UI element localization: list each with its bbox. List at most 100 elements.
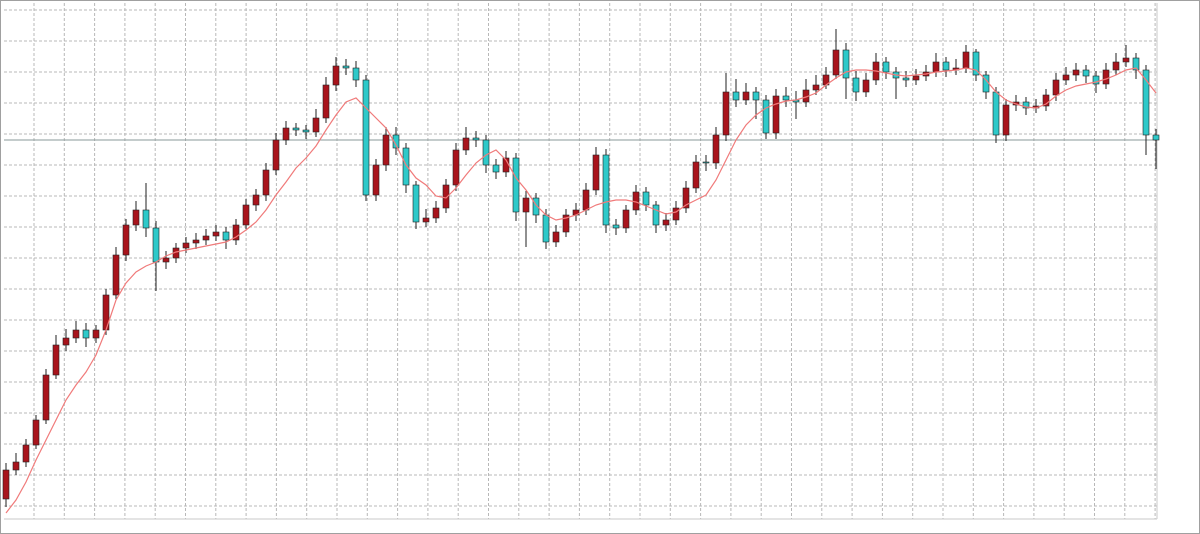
candle-body-up bbox=[212, 231, 220, 237]
candle-body-up bbox=[1122, 57, 1130, 63]
candle-body-up bbox=[332, 65, 340, 86]
candle-body-up bbox=[92, 329, 100, 339]
candle-body-up bbox=[912, 75, 920, 81]
candle-body-down bbox=[1022, 101, 1030, 109]
candle-body-down bbox=[762, 99, 770, 134]
candle-body-up bbox=[742, 91, 750, 101]
candle-body-up bbox=[252, 194, 260, 206]
candle-body-up bbox=[1112, 61, 1120, 71]
candle-body-up bbox=[312, 117, 320, 133]
candle-body-up bbox=[462, 137, 470, 151]
candle-body-up bbox=[1102, 69, 1110, 85]
candle-body-up bbox=[1052, 79, 1060, 96]
candle-body-up bbox=[622, 209, 630, 229]
candle-body-down bbox=[882, 61, 890, 73]
candle-body-up bbox=[1062, 74, 1070, 81]
candle-body-up bbox=[122, 224, 130, 256]
candle-body-down bbox=[1082, 69, 1090, 77]
candle-body-down bbox=[1092, 75, 1100, 85]
candle-body-down bbox=[992, 91, 1000, 136]
candle-body-up bbox=[132, 209, 140, 226]
candle-body-up bbox=[722, 91, 730, 136]
candle-body-down bbox=[902, 77, 910, 81]
candle-body-up bbox=[522, 197, 530, 213]
candle-body-up bbox=[1002, 104, 1010, 136]
candle-body-up bbox=[62, 337, 70, 346]
candle-body-down bbox=[732, 91, 740, 101]
candle-body-up bbox=[1072, 69, 1080, 76]
candle-body-down bbox=[342, 65, 350, 69]
candle-body-down bbox=[142, 209, 150, 229]
candle-body-down bbox=[512, 157, 520, 213]
candle-body-down bbox=[302, 129, 310, 133]
candle-body-up bbox=[832, 49, 840, 76]
candle-body-up bbox=[432, 207, 440, 219]
candle-body-up bbox=[812, 84, 820, 91]
candle-body-up bbox=[52, 344, 60, 376]
candle-body-up bbox=[272, 139, 280, 171]
candle-body-up bbox=[452, 149, 460, 186]
candle-body-down bbox=[482, 139, 490, 166]
candle-body-up bbox=[1042, 94, 1050, 107]
candle-body-up bbox=[282, 127, 290, 141]
candle-body-down bbox=[412, 184, 420, 223]
candle-body-down bbox=[542, 214, 550, 243]
candle-body-down bbox=[362, 79, 370, 196]
candle-body-up bbox=[162, 257, 170, 263]
candle-body-down bbox=[492, 164, 500, 173]
candle-body-down bbox=[222, 231, 230, 241]
candle-body-down bbox=[472, 137, 480, 141]
candle-body-up bbox=[42, 374, 50, 421]
candle-body-up bbox=[662, 219, 670, 226]
candle-body-down bbox=[532, 197, 540, 216]
candle-body-up bbox=[932, 61, 940, 73]
moving-average bbox=[5, 67, 1157, 514]
candle-body-down bbox=[602, 154, 610, 226]
candle-body-down bbox=[392, 134, 400, 149]
candle-body-down bbox=[1142, 69, 1150, 136]
candle-body-up bbox=[592, 154, 600, 191]
candle-body-up bbox=[552, 231, 560, 243]
candle-body-up bbox=[862, 79, 870, 93]
candle-body-up bbox=[72, 329, 80, 339]
candle-body-up bbox=[262, 169, 270, 196]
candle-body-up bbox=[382, 134, 390, 166]
candle-body-up bbox=[562, 214, 570, 233]
candle-body-down bbox=[642, 191, 650, 206]
candle-body-up bbox=[22, 444, 30, 463]
candle-body-up bbox=[202, 235, 210, 241]
candle-body-up bbox=[322, 84, 330, 119]
candle-body-up bbox=[112, 254, 120, 296]
candle-body-down bbox=[842, 49, 850, 79]
candle-body-down bbox=[352, 67, 360, 81]
candle-body-up bbox=[712, 134, 720, 164]
candle-body-up bbox=[582, 189, 590, 211]
candle-body-down bbox=[1132, 57, 1140, 71]
candle-body-up bbox=[442, 184, 450, 209]
candle-body-up bbox=[32, 419, 40, 446]
candle-body-down bbox=[1152, 134, 1160, 141]
candle-body-up bbox=[182, 242, 190, 249]
candle-body-down bbox=[292, 127, 300, 131]
candle-body-down bbox=[402, 147, 410, 186]
candle-body-down bbox=[972, 51, 980, 76]
candle-body-up bbox=[962, 51, 970, 69]
candle-body-up bbox=[192, 239, 200, 244]
candle-body-up bbox=[232, 224, 240, 241]
candle-body-down bbox=[612, 224, 620, 229]
candle-body-up bbox=[422, 217, 430, 223]
candle-body-down bbox=[752, 91, 760, 101]
candle-body-up bbox=[372, 164, 380, 196]
candle-body-down bbox=[152, 227, 160, 263]
candle-body-up bbox=[772, 95, 780, 134]
candle-body-down bbox=[942, 61, 950, 71]
candle-body-down bbox=[852, 77, 860, 93]
candle-body-up bbox=[2, 469, 10, 500]
candle-body-down bbox=[652, 204, 660, 226]
candle-body-up bbox=[242, 204, 250, 226]
candle-body-up bbox=[12, 461, 20, 471]
candle-body-down bbox=[782, 95, 790, 101]
candle-body-down bbox=[702, 161, 710, 164]
